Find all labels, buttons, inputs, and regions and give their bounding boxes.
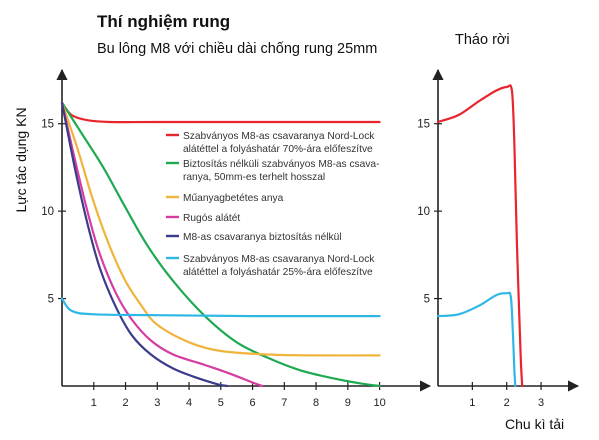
- disassembly-x-tick-label: 3: [538, 397, 544, 409]
- disassembly-series-line-1: [436, 84, 524, 388]
- main-y-tick-label: 5: [48, 294, 54, 306]
- right-panel-title: Tháo rời: [455, 32, 510, 48]
- disassembly-y-tick-label: 10: [417, 206, 430, 218]
- main-series-line-6: [60, 297, 381, 318]
- main-x-tick-label: 3: [154, 397, 160, 409]
- y-axis-label: Lực tác dụng KN: [13, 107, 29, 212]
- main-series-line-4: [60, 101, 264, 388]
- chart-title: Thí nghiệm rung: [97, 12, 230, 31]
- disassembly-x-tick-label: 1: [469, 397, 475, 409]
- legend-entry: M8-as csavaranya biztosítás nélkül: [183, 232, 342, 243]
- main-x-tick-label: 10: [373, 397, 385, 409]
- disassembly-y-tick-label: 5: [424, 294, 430, 306]
- main-x-tick-label: 4: [186, 397, 192, 409]
- legend-entry: Szabványos M8-as csavaranya Nord-Lock alá…: [183, 131, 375, 155]
- x-axis-label: Chu kì tải: [505, 416, 564, 432]
- main-x-tick-label: 8: [313, 397, 319, 409]
- legend-entry: Biztosítás nélküli szabványos M8-as csav…: [183, 159, 379, 183]
- disassembly-y-tick-label: 15: [417, 119, 430, 131]
- main-y-tick-label: 15: [41, 119, 54, 131]
- main-y-tick-label: 10: [41, 206, 54, 218]
- main-x-tick-label: 6: [249, 397, 255, 409]
- main-x-tick-label: 9: [345, 397, 351, 409]
- legend-entry: Rugós alátét: [183, 213, 240, 224]
- main-x-tick-label: 1: [91, 397, 97, 409]
- main-series-line-1: [60, 101, 381, 124]
- chart-subtitle: Bu lông M8 với chiều dài chống rung 25mm: [97, 41, 377, 57]
- legend-entry: Műanyagbetétes anya: [183, 193, 284, 204]
- legend-entry: Szabványos M8-as csavaranya Nord-Lock alá…: [183, 254, 375, 278]
- main-x-tick-label: 2: [122, 397, 128, 409]
- disassembly-x-tick-label: 2: [504, 397, 510, 409]
- disassembly-series-line-2: [436, 291, 517, 388]
- main-series-line-5: [60, 101, 229, 388]
- main-x-tick-label: 5: [218, 397, 224, 409]
- main-x-tick-label: 7: [281, 397, 287, 409]
